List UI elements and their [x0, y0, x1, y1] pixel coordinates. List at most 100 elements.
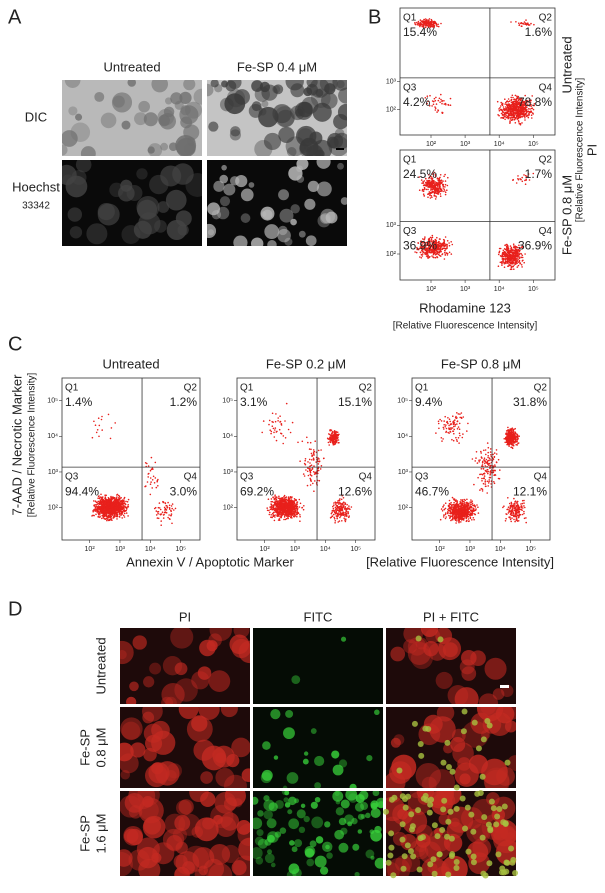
event-dot	[507, 111, 509, 113]
event-dot	[437, 191, 439, 193]
cell	[219, 175, 228, 184]
event-dot	[431, 184, 433, 186]
event-dot	[442, 244, 444, 246]
event-dot	[281, 505, 283, 507]
event-dot	[337, 435, 339, 437]
event-dot	[514, 107, 516, 109]
quadrant-percent: 15.1%	[338, 395, 372, 409]
event-dot	[306, 437, 308, 439]
event-dot	[333, 508, 335, 510]
event-dot	[334, 435, 336, 437]
event-dot	[288, 506, 290, 508]
event-dot	[330, 435, 332, 437]
event-dot	[103, 515, 105, 517]
event-dot	[280, 510, 282, 512]
event-dot	[269, 514, 271, 516]
event-dot	[438, 249, 440, 251]
event-dot	[429, 193, 431, 195]
event-dot	[150, 481, 152, 483]
panel-label: B	[368, 6, 381, 28]
cell	[65, 72, 81, 88]
event-dot	[113, 510, 115, 512]
event-dot	[268, 424, 270, 426]
event-dot	[518, 179, 520, 181]
cell	[151, 76, 168, 93]
event-dot	[294, 503, 296, 505]
y-tick-label: 10²	[386, 251, 397, 258]
cell	[98, 204, 120, 226]
event-dot	[510, 245, 512, 247]
event-dot	[500, 117, 502, 119]
event-dot	[286, 403, 288, 405]
event-dot	[108, 414, 110, 416]
event-dot	[347, 513, 349, 515]
event-dot	[310, 484, 312, 486]
event-dot	[446, 247, 448, 249]
event-dot	[113, 516, 115, 518]
event-dot	[171, 513, 173, 515]
event-dot	[518, 265, 520, 267]
cell	[235, 175, 247, 187]
event-dot	[524, 119, 526, 121]
event-dot	[519, 263, 521, 265]
event-dot	[530, 111, 532, 113]
event-dot	[525, 22, 527, 24]
y-tick-label: 10³	[223, 469, 234, 476]
event-dot	[519, 113, 521, 115]
event-dot	[101, 416, 103, 418]
event-dot	[515, 260, 517, 262]
event-dot	[270, 508, 272, 510]
event-dot	[117, 516, 119, 518]
quadrant-name: Q3	[403, 226, 417, 237]
event-dot	[117, 508, 119, 510]
event-dot	[103, 513, 105, 515]
event-dot	[343, 517, 345, 519]
event-dot	[507, 248, 509, 250]
event-dot	[341, 512, 343, 514]
event-dot	[510, 254, 512, 256]
event-dot	[521, 264, 523, 266]
event-dot	[435, 257, 437, 259]
event-dot	[444, 186, 446, 188]
event-dot	[165, 505, 167, 507]
event-dot	[156, 487, 158, 489]
event-dot	[336, 509, 338, 511]
event-dot	[106, 520, 108, 522]
event-dot	[502, 261, 504, 263]
event-dot	[500, 105, 502, 107]
event-dot	[503, 258, 505, 260]
event-dot	[160, 514, 162, 516]
event-dot	[345, 521, 347, 523]
event-dot	[286, 512, 288, 514]
event-dot	[299, 514, 301, 516]
event-dot	[279, 519, 281, 521]
event-dot	[275, 514, 277, 516]
event-dot	[163, 517, 165, 519]
event-dot	[120, 510, 122, 512]
event-dot	[449, 252, 451, 254]
event-dot	[157, 511, 159, 513]
event-dot	[280, 514, 282, 516]
event-dot	[502, 255, 504, 257]
cell	[179, 92, 191, 104]
event-dot	[508, 113, 510, 115]
event-dot	[157, 517, 159, 519]
event-dot	[112, 496, 114, 498]
event-dot	[433, 254, 435, 256]
cell	[180, 117, 192, 129]
event-dot	[333, 444, 335, 446]
event-dot	[150, 494, 152, 496]
event-dot	[105, 503, 107, 505]
quadrant-name: Q4	[184, 472, 198, 483]
x-tick-label: 10²	[426, 286, 437, 293]
event-dot	[504, 251, 506, 253]
event-dot	[290, 499, 292, 501]
event-dot	[104, 511, 106, 513]
event-dot	[507, 254, 509, 256]
event-dot	[499, 251, 501, 253]
event-dot	[296, 505, 298, 507]
event-dot	[520, 123, 522, 125]
event-dot	[517, 175, 519, 177]
event-dot	[97, 501, 99, 503]
quadrant-percent: 1.4%	[65, 395, 93, 409]
